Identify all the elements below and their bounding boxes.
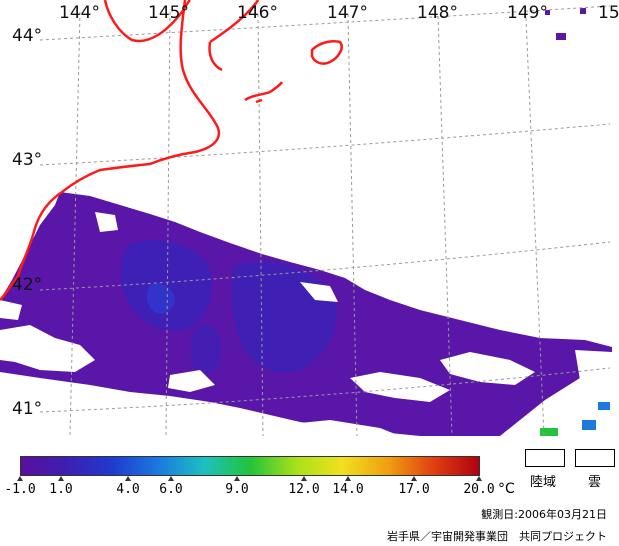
colorbar-tick bbox=[301, 476, 307, 481]
sst-cold-patch bbox=[146, 283, 175, 314]
colorbar-tick-label: 9.0 bbox=[225, 482, 249, 497]
colorbar-tick-label: 4.0 bbox=[116, 482, 140, 497]
colorbar-tick bbox=[125, 476, 131, 481]
sst-fragment bbox=[556, 33, 566, 40]
latitude-label: 42° bbox=[12, 275, 43, 295]
colorbar-tick-label: 14.0 bbox=[332, 482, 364, 497]
cloud-legend-swatch bbox=[575, 449, 615, 467]
longitude-label: 147° bbox=[327, 3, 368, 23]
observation-date: 観測日:2006年03月21日 bbox=[481, 508, 607, 521]
latitude-label: 43° bbox=[12, 150, 43, 170]
colorbar-tick-label: 17.0 bbox=[398, 482, 430, 497]
sst-map bbox=[0, 0, 612, 436]
sst-warm-spot bbox=[598, 402, 610, 410]
latitude-label: 44° bbox=[12, 26, 43, 46]
sst-warm-spot bbox=[582, 420, 596, 430]
longitude-label: 149° bbox=[507, 3, 548, 23]
colorbar-tick-label: -1.0 bbox=[4, 482, 36, 497]
sst-fragment bbox=[545, 10, 550, 15]
colorbar-tick bbox=[345, 476, 351, 481]
cloud-mask bbox=[0, 212, 612, 436]
longitude-label: 144° bbox=[59, 3, 100, 23]
colorbar-tick bbox=[168, 476, 174, 481]
sst-cold-patch bbox=[120, 240, 213, 331]
colorbar-tick bbox=[411, 476, 417, 481]
sst-warm-spot bbox=[540, 428, 558, 436]
longitude-label: 146° bbox=[237, 3, 278, 23]
land-legend-swatch bbox=[525, 449, 565, 467]
colorbar-tick-label: 1.0 bbox=[49, 482, 73, 497]
longitude-label: 145° bbox=[148, 3, 189, 23]
credit-line: 岩手県／宇宙開発事業団 共同プロジェクト bbox=[387, 530, 607, 543]
colorbar-tick bbox=[17, 476, 23, 481]
coastline bbox=[0, 0, 343, 301]
colorbar-tick-label: 20.0 bbox=[463, 482, 495, 497]
colorbar-tick-label: 6.0 bbox=[159, 482, 183, 497]
sst-cold-patch bbox=[190, 324, 222, 375]
land-legend-label: 陸域 bbox=[530, 475, 557, 490]
colorbar-tick bbox=[476, 476, 482, 481]
sst-fragment bbox=[580, 8, 586, 14]
colorbar-tick-label: 12.0 bbox=[288, 482, 320, 497]
longitude-label: 148° bbox=[417, 3, 458, 23]
graticule bbox=[39, 5, 611, 436]
temperature-colorbar bbox=[20, 456, 480, 476]
colorbar-tick bbox=[234, 476, 240, 481]
latitude-label: 41° bbox=[12, 399, 43, 419]
longitude-label: 15 bbox=[598, 3, 619, 23]
colorbar-unit: °C bbox=[498, 481, 515, 497]
colorbar-tick bbox=[58, 476, 64, 481]
cloud-legend-label: 雲 bbox=[588, 475, 602, 490]
